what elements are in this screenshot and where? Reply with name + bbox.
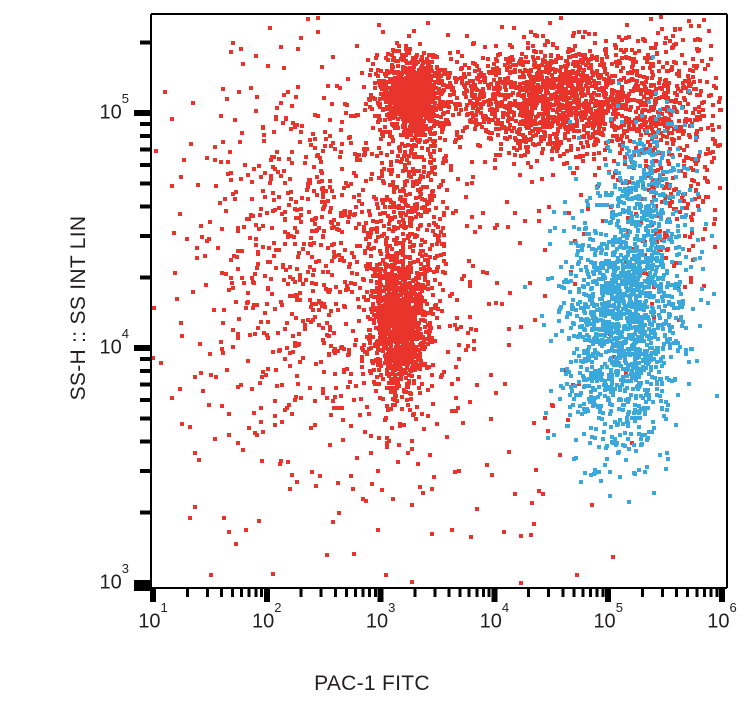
y-tick-exponent: 5 [121, 90, 129, 106]
x-tick-exponent: 5 [615, 599, 623, 615]
y-tick-label: 103 [99, 561, 129, 595]
x-tick-mantissa: 10 [479, 610, 502, 633]
y-tick-exponent: 4 [121, 325, 129, 341]
x-tick-label: 101 [108, 600, 198, 634]
x-tick-label: 103 [336, 600, 426, 634]
x-tick-exponent: 6 [729, 599, 737, 615]
x-tick-label: 102 [222, 600, 312, 634]
y-tick-label: 105 [99, 91, 129, 125]
x-tick-mantissa: 10 [707, 610, 730, 633]
axis-frame-layer [150, 13, 728, 589]
x-tick-exponent: 4 [501, 599, 510, 615]
x-tick-exponent: 3 [388, 599, 396, 615]
y-tick-exponent: 3 [121, 560, 129, 576]
x-tick-mantissa: 10 [593, 610, 616, 633]
x-tick-mantissa: 10 [252, 610, 275, 633]
y-tick-mantissa: 10 [99, 101, 122, 124]
y-tick-mantissa: 10 [99, 336, 122, 359]
y-tick-label: 104 [99, 326, 129, 360]
y-tick-mantissa: 10 [99, 571, 122, 594]
x-tick-label: 106 [677, 600, 744, 634]
data-points-layer [151, 14, 723, 585]
x-tick-label: 105 [563, 600, 653, 634]
y-axis-title: SS-H :: SS INT LIN [67, 215, 90, 401]
x-tick-mantissa: 10 [138, 610, 161, 633]
axis-ticks-layer [134, 40, 725, 602]
x-axis-title: PAC-1 FITC [314, 672, 430, 695]
x-tick-label: 104 [449, 600, 539, 634]
x-tick-exponent: 1 [160, 599, 168, 615]
x-tick-mantissa: 10 [365, 610, 389, 633]
x-tick-exponent: 2 [274, 599, 282, 615]
